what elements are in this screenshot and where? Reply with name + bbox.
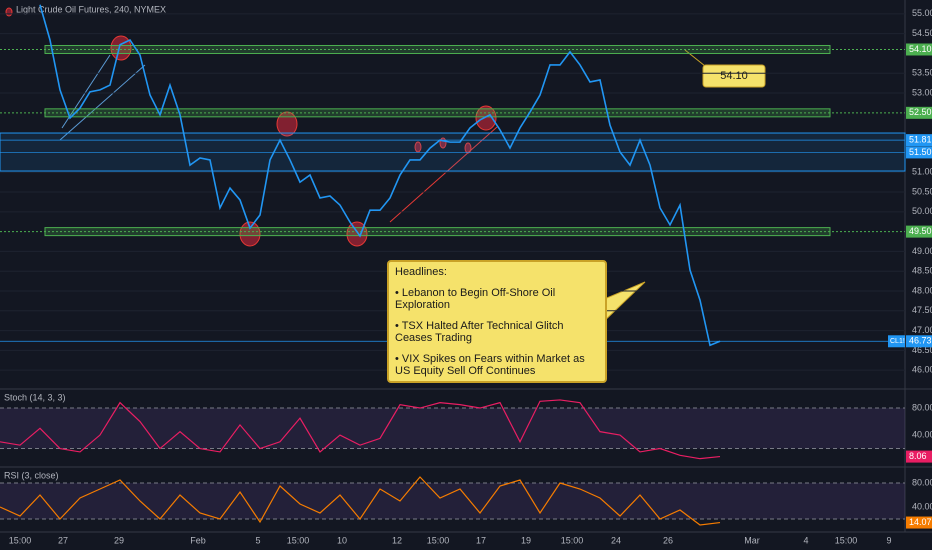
- price-tag: [906, 106, 932, 119]
- price-tag-label: 51.50: [909, 147, 932, 157]
- x-tick-label: 27: [58, 535, 68, 545]
- trendline: [59, 64, 146, 141]
- symbol-label: CL1!: [890, 338, 905, 345]
- price-tag: [906, 516, 932, 529]
- headlines-box: Headlines: • Lebanon to Begin Off-Shore …: [387, 260, 607, 383]
- series-line: [0, 399, 721, 460]
- headline: • TSX Halted After Technical Glitch Ceas…: [395, 320, 564, 344]
- x-tick-label: 19: [521, 535, 531, 545]
- price-tag: [906, 146, 932, 159]
- x-tick-label: 26: [663, 535, 673, 545]
- y-tick-label: 50.00: [912, 206, 932, 216]
- marker: [276, 111, 298, 137]
- y-tick-label: 48.00: [912, 285, 932, 295]
- y-tick-label: 47.50: [912, 305, 932, 315]
- zone: [0, 132, 906, 172]
- y-tick-label: 40.00: [912, 429, 932, 439]
- x-tick-label: 15:00: [835, 535, 858, 545]
- symbol-tag: [888, 335, 905, 348]
- y-tick-label: 80.00: [912, 477, 932, 487]
- x-tick-label: 29: [114, 535, 124, 545]
- price-tag-label: 54.10: [909, 44, 932, 54]
- price-tag: [906, 225, 932, 238]
- price-tag-label: 46.73: [909, 336, 932, 346]
- chart-title: Light Crude Oil Futures, 240, NYMEX: [16, 4, 166, 14]
- headlines-title: Headlines:: [395, 266, 447, 278]
- y-tick-label: 50.50: [912, 186, 932, 196]
- callout-pointer: [684, 49, 706, 67]
- x-tick-label: 9: [886, 535, 891, 545]
- x-tick-label: 4: [803, 535, 808, 545]
- x-tick-label: 24: [611, 535, 621, 545]
- price-tag: [906, 450, 932, 463]
- y-tick-label: 53.50: [912, 68, 932, 78]
- indicator-band: [0, 483, 905, 519]
- rsi-title: RSI (3, close): [4, 470, 59, 480]
- y-tick-label: 46.00: [912, 365, 932, 375]
- headline: • Lebanon to Begin Off-Shore Oil Explora…: [395, 287, 556, 311]
- y-tick-label: 54.50: [912, 28, 932, 38]
- annotation-text: 54.10: [720, 70, 748, 82]
- marker: [475, 105, 497, 131]
- price-tag-label: 14.07: [909, 517, 932, 527]
- y-tick-label: 48.50: [912, 266, 932, 276]
- x-tick-label: 15:00: [427, 535, 450, 545]
- x-tick-label: Mar: [744, 535, 760, 545]
- x-tick-label: 15:00: [561, 535, 584, 545]
- indicator-band: [0, 408, 905, 449]
- series-line: [39, 4, 721, 347]
- x-tick-label: 10: [337, 535, 347, 545]
- x-tick-label: Feb: [190, 535, 206, 545]
- y-tick-label: 46.50: [912, 345, 932, 355]
- marker: [5, 7, 13, 17]
- price-tag: [906, 335, 932, 348]
- y-tick-label: 53.00: [912, 87, 932, 97]
- y-tick-label: 80.00: [912, 402, 932, 412]
- headline: • VIX Spikes on Fears within Market as U…: [395, 353, 585, 377]
- price-tag-label: 51.81: [909, 135, 932, 145]
- annotation-box: [702, 64, 766, 88]
- marker: [414, 141, 422, 153]
- x-tick-label: 15:00: [9, 535, 32, 545]
- stoch-title: Stoch (14, 3, 3): [4, 392, 66, 402]
- x-tick-label: 15:00: [287, 535, 310, 545]
- price-tag: [906, 43, 932, 56]
- price-tag-label: 49.50: [909, 226, 932, 236]
- price-tag-label: 52.50: [909, 107, 932, 117]
- price-tag: [906, 134, 932, 147]
- x-tick-label: 5: [255, 535, 260, 545]
- y-tick-label: 40.00: [912, 501, 932, 511]
- series-line: [0, 476, 721, 526]
- x-tick-label: 17: [476, 535, 486, 545]
- x-tick-label: 12: [392, 535, 402, 545]
- y-tick-label: 47.00: [912, 325, 932, 335]
- price-tag-label: 8.06: [909, 451, 927, 461]
- trendline: [389, 126, 498, 223]
- y-tick-label: 55.00: [912, 8, 932, 18]
- y-tick-label: 51.00: [912, 167, 932, 177]
- y-tick-label: 49.00: [912, 246, 932, 256]
